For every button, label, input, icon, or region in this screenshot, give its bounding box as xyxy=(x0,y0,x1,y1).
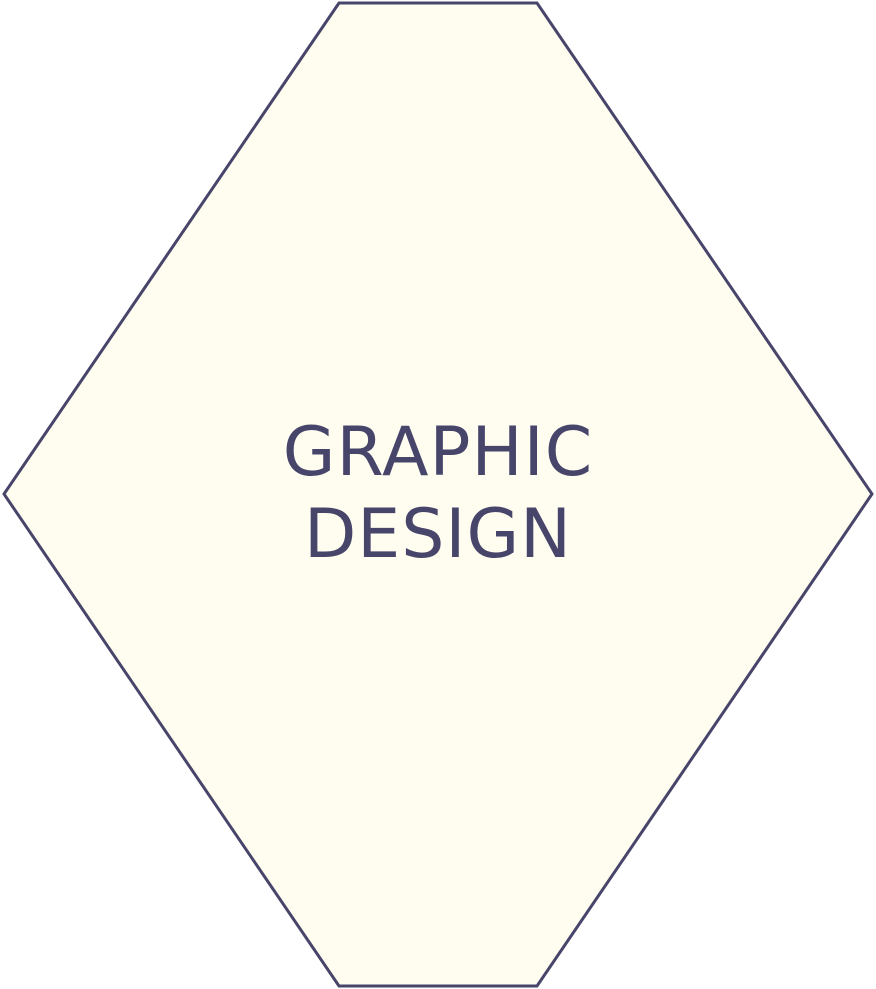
hexagon-outline xyxy=(2,1,874,988)
hexagon-shape xyxy=(2,1,874,988)
